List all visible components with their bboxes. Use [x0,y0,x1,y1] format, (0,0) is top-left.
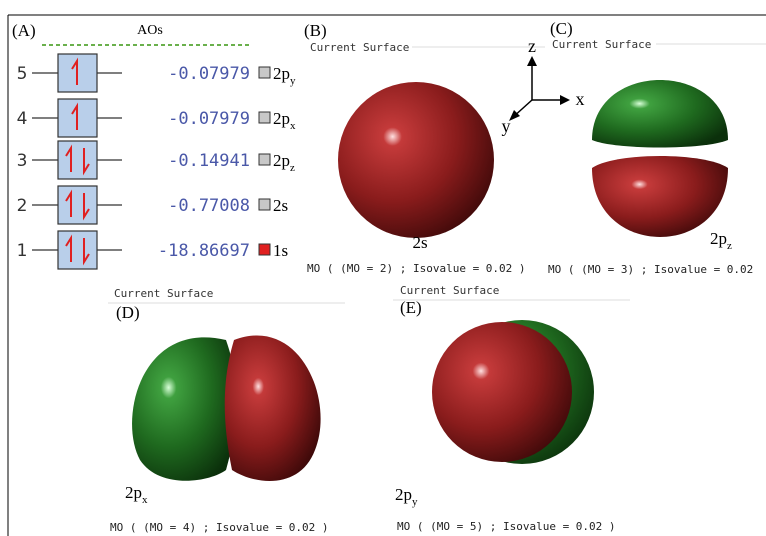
panel-b: (B) Current Surface 2s MO ( (MO = 2) ; I… [304,21,585,275]
label-part: 2p [710,229,727,248]
label-part: 1s [273,241,288,260]
orbital-lobe [592,80,728,148]
energy: -0.07979 [168,64,250,84]
arrowhead [560,95,570,105]
panel-header: Current Surface [310,41,409,54]
orbital-swatch [259,154,270,165]
orbital-lobe [225,335,321,481]
panel-footer: MO ( (MO = 3) ; Isovalue = 0.02 [548,263,753,276]
level-index: 4 [17,109,28,129]
orbital-label: 1s [273,241,288,260]
label-part: x [142,494,148,506]
orbital-swatch [259,199,270,210]
panel-d: Current Surface (D) 2px MO ( (MO = 4) ; … [108,287,345,534]
energy: -0.77008 [168,196,250,216]
energy: -18.86697 [158,241,250,261]
orbital-label: 2px [273,109,296,132]
axis-label: y [502,116,511,136]
orbital-label: 2pz [273,151,295,174]
panel-header: Current Surface [552,38,651,51]
orbital-swatch [259,244,270,255]
orbital-lobe [132,337,236,480]
label-part: 2p [125,483,142,502]
label-part: 2p [273,151,290,170]
axis-label: x [576,89,585,109]
level-box [58,231,97,269]
label-part: 2p [273,64,290,83]
label-part: z [727,240,732,252]
orbital-lobe [338,82,494,238]
orbital-swatch [259,112,270,123]
panel-label: (D) [116,303,140,322]
label-part: y [290,75,296,87]
panel-label: (C) [550,19,573,38]
axis-label: z [528,36,536,56]
orbital-lobe [432,322,572,462]
figure: (A) AOs 5-0.079792py4-0.079792px3-0.1494… [0,0,766,536]
label-part: z [290,162,295,174]
orbital-label: 2s [412,233,427,252]
orbital-label: 2pz [710,229,732,252]
level-index: 2 [17,196,28,216]
level-index: 3 [17,151,28,171]
panel-footer: MO ( (MO = 5) ; Isovalue = 0.02 ) [397,520,616,533]
panel-header: Current Surface [114,287,213,300]
energy: -0.07979 [168,109,250,129]
panel-title: AOs [137,23,163,38]
label-part: 2s [273,196,288,215]
level-index: 1 [17,241,28,261]
orbital-label: 2py [273,64,296,87]
level-box [58,186,97,224]
panel-footer: MO ( (MO = 2) ; Isovalue = 0.02 ) [307,262,526,275]
panel-c: (C) Current Surface 2pz MO ( (MO = 3) ; … [548,19,766,276]
panel-e: Current Surface (E) 2py MO ( (MO = 5) ; … [393,284,630,533]
label-part: 2p [395,485,412,504]
energy: -0.14941 [168,151,250,171]
orbital-lobe [592,156,728,237]
label-part: 2p [273,109,290,128]
level-box [58,141,97,179]
panel-label: (A) [12,21,36,40]
panel-footer: MO ( (MO = 4) ; Isovalue = 0.02 ) [110,521,329,534]
arrowhead [527,56,537,66]
panel-header: Current Surface [400,284,499,297]
level-index: 5 [17,64,28,84]
label-part: x [290,120,296,132]
orbital-label: 2s [273,196,288,215]
panel-label: (B) [304,21,327,40]
orbital-label: 2py [395,485,418,508]
label-part: y [412,496,418,508]
orbital-swatch [259,67,270,78]
orbital-label: 2px [125,483,148,506]
panel-label: (E) [400,298,422,317]
